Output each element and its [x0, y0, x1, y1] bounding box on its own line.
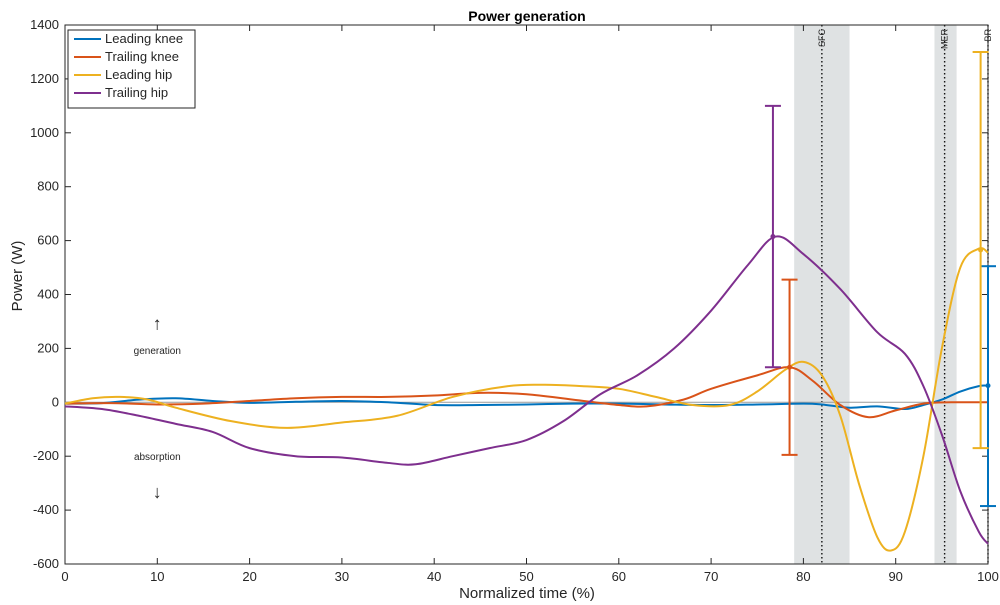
x-tick-label: 60: [612, 569, 626, 584]
legend-label: Leading hip: [105, 67, 172, 82]
generation-arrow-icon: ↑: [153, 314, 162, 334]
event-label-sfc: SFC: [817, 28, 827, 47]
x-tick-label: 0: [61, 569, 68, 584]
absorption-arrow-icon: ↓: [153, 482, 162, 502]
legend-item-leading-hip[interactable]: Leading hip: [74, 67, 172, 82]
series-lines: [64, 235, 989, 552]
legend-item-trailing-hip[interactable]: Trailing hip: [74, 85, 168, 100]
y-axis-label: Power (W): [9, 241, 26, 312]
mean-marker-leading-knee: [985, 383, 991, 389]
error-bar-leading-hip: [972, 50, 989, 450]
error-bar-trailing-knee: [781, 278, 798, 456]
x-tick-label: 90: [888, 569, 902, 584]
legend-label: Trailing knee: [105, 49, 179, 64]
event-label-mer: MER: [940, 29, 950, 50]
legend-label: Trailing hip: [105, 85, 168, 100]
series-line-leading-hip: [64, 247, 989, 552]
y-tick-label: 800: [37, 179, 59, 194]
generation-label: generation: [134, 346, 181, 357]
y-tick-label: 1200: [30, 71, 59, 86]
x-tick-label: 30: [335, 569, 349, 584]
y-tick-label: 400: [37, 287, 59, 302]
y-tick-label: 1400: [30, 17, 59, 32]
x-tick-label: 20: [242, 569, 256, 584]
legend-item-trailing-knee[interactable]: Trailing knee: [74, 49, 179, 64]
legend[interactable]: Leading knee Trailing knee Leading hip Trai…: [67, 29, 196, 109]
x-tick-label: 40: [427, 569, 441, 584]
chart-title: Power generation: [468, 8, 585, 24]
x-tick-label: 10: [150, 569, 164, 584]
y-tick-label: 1000: [30, 125, 59, 140]
mean-marker-trailing-knee: [787, 364, 793, 370]
y-tick-label: 600: [37, 233, 59, 248]
series-line-trailing-knee: [64, 366, 989, 419]
error-bar-trailing-hip: [764, 104, 781, 369]
legend-item-leading-knee[interactable]: Leading knee: [74, 31, 183, 46]
series-line-trailing-hip: [64, 235, 989, 545]
legend-label: Leading knee: [105, 31, 183, 46]
x-axis-ticks: 0 10 20 30 40 50 60 70 80 90 100: [61, 25, 999, 584]
y-tick-label: 0: [52, 394, 59, 409]
x-tick-label: 50: [519, 569, 533, 584]
y-tick-label: -400: [33, 502, 59, 517]
x-tick-label: 100: [977, 569, 999, 584]
error-bar-leading-knee: [980, 265, 996, 508]
x-tick-label: 80: [796, 569, 810, 584]
y-tick-label: -200: [33, 448, 59, 463]
event-bands: SFC MER BR: [794, 25, 993, 564]
absorption-label: absorption: [134, 452, 181, 463]
error-bars: [764, 50, 996, 508]
mean-marker-trailing-hip: [770, 234, 776, 240]
y-tick-label: 200: [37, 340, 59, 355]
y-tick-label: -600: [33, 556, 59, 571]
legend-box: [67, 29, 196, 109]
x-axis-label: Normalized time (%): [459, 585, 595, 602]
mean-marker-leading-hip: [978, 247, 984, 253]
annotations: ↑ generation absorption ↓: [134, 314, 181, 502]
x-tick-label: 70: [704, 569, 718, 584]
y-axis-ticks: -600 -400 -200 0 200 400 600 800 1000 1200 1400: [30, 17, 988, 571]
